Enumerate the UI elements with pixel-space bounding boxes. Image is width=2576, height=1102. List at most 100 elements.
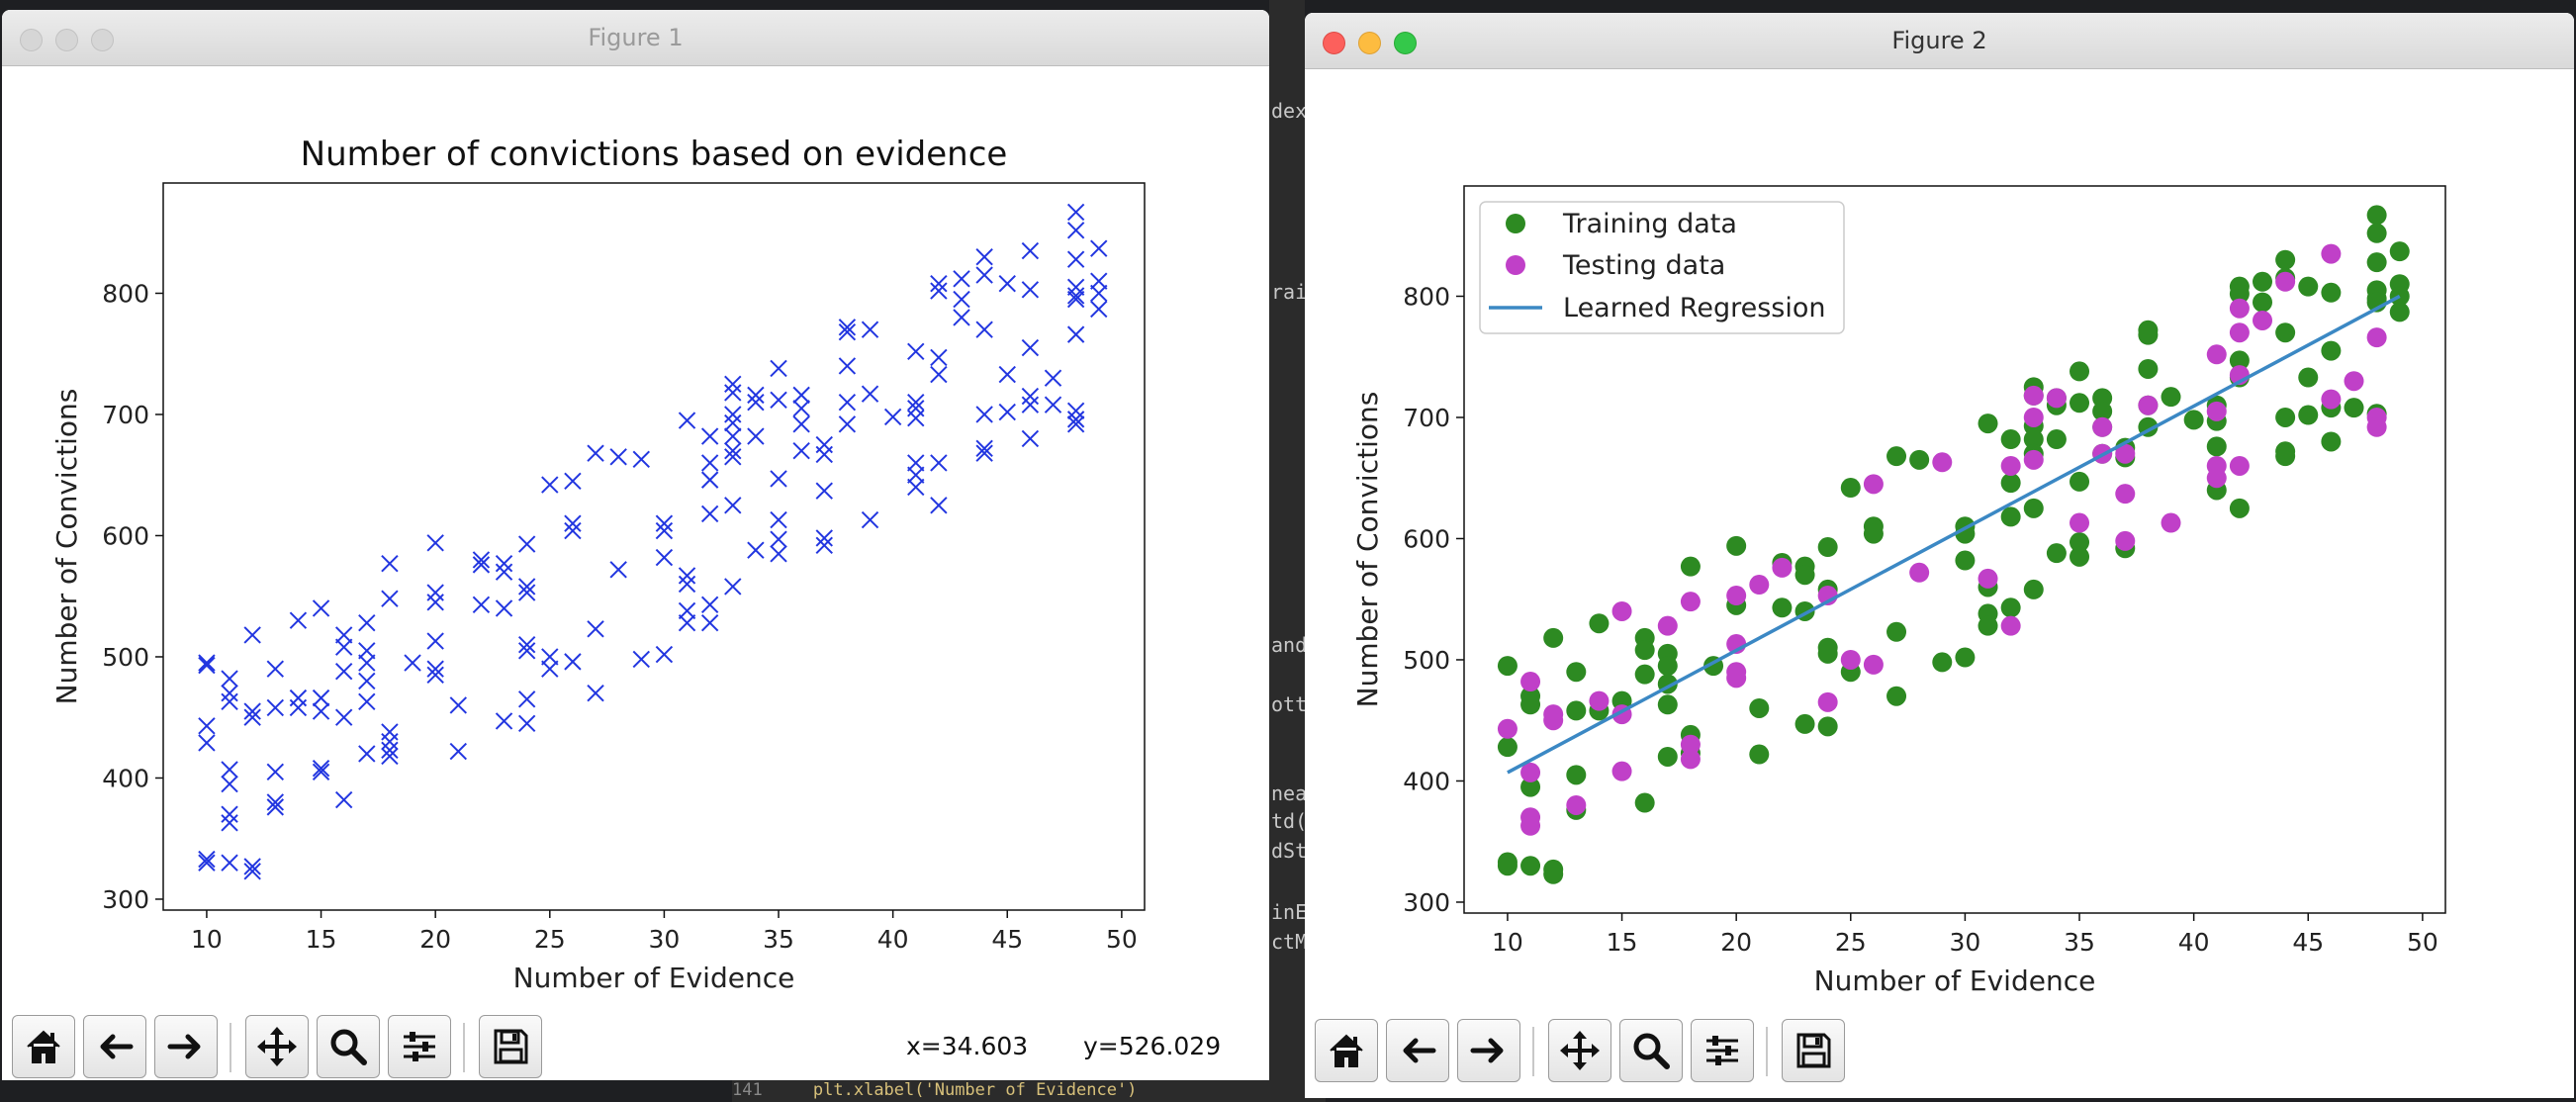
data-point [609, 448, 627, 466]
training-point [1634, 792, 1655, 813]
data-point [998, 274, 1016, 293]
data-point [243, 858, 261, 875]
data-point [221, 775, 238, 793]
data-point [358, 672, 376, 690]
data-point [678, 567, 696, 585]
training-point [2070, 393, 2090, 413]
data-point [838, 394, 857, 412]
training-point [2366, 252, 2387, 273]
arrow-right-icon [1470, 1038, 1504, 1063]
training-point [1749, 697, 1770, 718]
data-point [426, 534, 444, 552]
data-point [334, 708, 353, 726]
pan-button[interactable] [245, 1015, 309, 1078]
data-point [724, 384, 742, 402]
save-button[interactable] [479, 1015, 542, 1078]
x-tick-label: 35 [763, 925, 794, 954]
configure-subplots-button[interactable] [1691, 1019, 1754, 1082]
minimize-button[interactable] [55, 29, 78, 51]
data-point [1066, 287, 1085, 305]
y-tick-label: 500 [102, 643, 149, 672]
x-tick-label: 15 [1607, 928, 1638, 957]
regression-scatter-chart[interactable]: 10 15 20 25 30 35 40 45 50 300 400 500 600 700 800 Numb… [1305, 72, 2574, 1022]
data-point [1021, 241, 1040, 260]
figure2-titlebar[interactable]: Figure 2 [1305, 13, 2574, 69]
testing-point [2115, 530, 2136, 551]
x-tick-label: 25 [534, 925, 566, 954]
magnifier-icon [1633, 1033, 1670, 1069]
training-point [1772, 597, 1793, 618]
toolbar-separator [230, 1023, 231, 1072]
data-point [907, 409, 925, 427]
data-point [495, 563, 513, 581]
data-point [198, 654, 216, 672]
zoom-window-button[interactable] [1394, 32, 1417, 54]
data-point [1066, 203, 1085, 222]
training-point [2023, 498, 2044, 518]
data-point [564, 514, 582, 532]
data-point [358, 692, 376, 711]
data-point [1021, 338, 1040, 357]
code-fragment: dex [1271, 99, 1308, 123]
figure1-titlebar[interactable]: Figure 1 [2, 10, 1269, 66]
convictions-scatter-chart[interactable]: 10 15 20 25 30 35 40 45 50 300 400 500 600 700 800 Numb… [2, 69, 1269, 1019]
x-tick-label: 10 [1492, 928, 1523, 957]
data-point [770, 510, 787, 529]
x-tick-label: 30 [648, 925, 680, 954]
training-point [1680, 556, 1701, 577]
pan-button[interactable] [1548, 1019, 1611, 1082]
home-button[interactable] [1315, 1019, 1378, 1082]
window-title: Figure 1 [588, 24, 684, 51]
training-point [2275, 322, 2296, 343]
training-point [1840, 478, 1861, 499]
testing-point [2321, 243, 2342, 264]
testing-point [2161, 512, 2181, 533]
training-point [2183, 410, 2204, 430]
zoom-window-button[interactable] [91, 29, 114, 51]
data-point [541, 660, 559, 678]
data-point [541, 648, 559, 666]
y-tick-label: 400 [1403, 767, 1450, 795]
forward-button[interactable] [154, 1015, 218, 1078]
minimize-button[interactable] [1358, 32, 1381, 54]
zoom-button[interactable] [1619, 1019, 1683, 1082]
data-point [495, 599, 513, 617]
figure2-window: Figure 2 10 15 20 25 30 35 40 45 50 300 400 500 600 7… [1305, 13, 2574, 1098]
home-button[interactable] [12, 1015, 75, 1078]
testing-point [2206, 401, 2227, 421]
data-point [724, 427, 742, 445]
testing-point [2229, 322, 2250, 343]
configure-subplots-button[interactable] [388, 1015, 451, 1078]
close-button[interactable] [20, 29, 43, 51]
training-point [1520, 694, 1541, 715]
code-fragment: and [1271, 633, 1308, 657]
save-button[interactable] [1782, 1019, 1845, 1082]
data-point [564, 521, 582, 540]
close-button[interactable] [1323, 32, 1345, 54]
testing-point [1909, 562, 1930, 583]
forward-button[interactable] [1457, 1019, 1520, 1082]
data-point [564, 653, 582, 671]
data-point [221, 814, 238, 832]
back-button[interactable] [1386, 1019, 1449, 1082]
data-point [975, 439, 993, 457]
training-point [1520, 856, 1541, 876]
y-tick-label: 300 [102, 885, 149, 914]
data-point [1066, 250, 1085, 268]
zoom-button[interactable] [317, 1015, 380, 1078]
toolbar-separator [1766, 1027, 1768, 1076]
back-button[interactable] [83, 1015, 146, 1078]
training-point [1657, 656, 1678, 677]
data-point [312, 689, 330, 707]
y-tick-label: 700 [102, 401, 149, 429]
legend-label: Testing data [1562, 250, 1725, 281]
data-point [517, 714, 536, 733]
y-tick-label: 800 [1403, 282, 1450, 311]
training-point [1657, 694, 1678, 715]
training-point [2344, 398, 2364, 418]
data-point [700, 505, 719, 523]
data-point [1090, 284, 1108, 303]
data-point [243, 708, 261, 726]
legend: Training data Testing data Learned Regress… [1479, 201, 1845, 334]
data-point [358, 642, 376, 660]
